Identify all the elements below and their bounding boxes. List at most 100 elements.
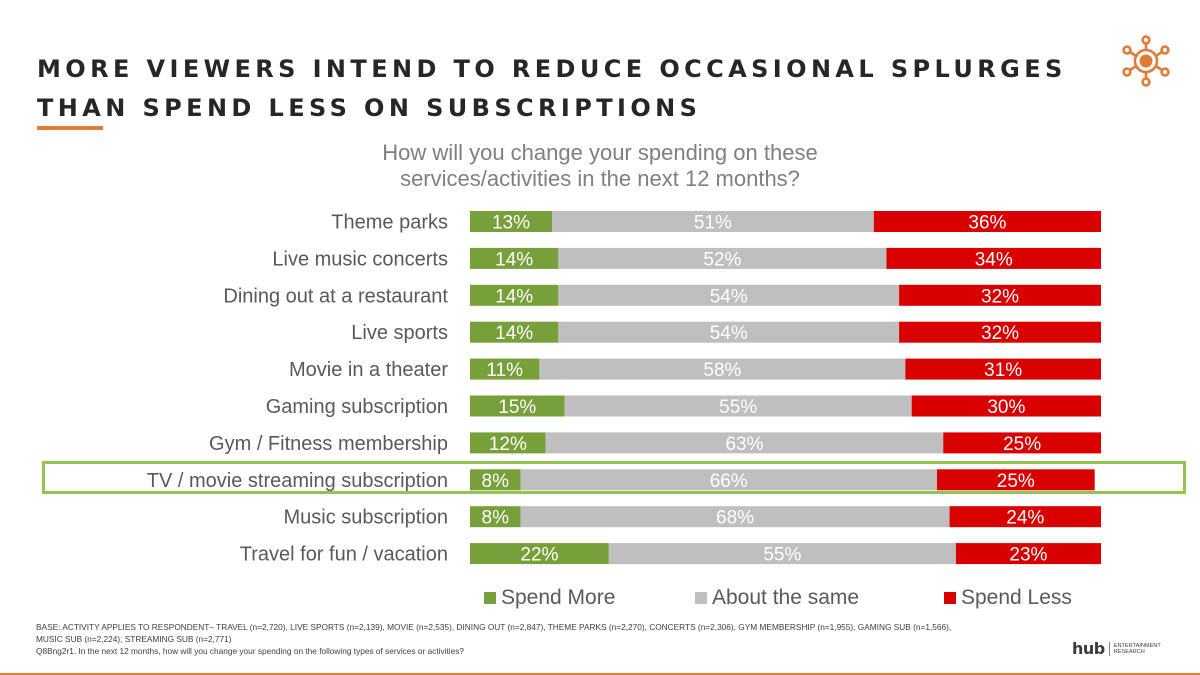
- bar-segment-spend-more: [470, 284, 559, 306]
- bar-row-live-sports: Live sports 14% 54% 32%: [351, 321, 1101, 344]
- category-label: TV / movie streaming subscription: [147, 470, 448, 492]
- data-label-spend-more: 15%: [498, 397, 536, 418]
- data-label-spend-less: 34%: [975, 249, 1013, 270]
- bar-segment-about-the-same: [545, 432, 944, 454]
- streaming-highlight-box: [42, 461, 1186, 494]
- bar-segment-about-the-same: [520, 469, 937, 491]
- bar-segment-spend-less: [899, 284, 1101, 306]
- base-note-line-2: MUSIC SUB (n=2,224), STREAMING SUB (n=2,…: [36, 634, 232, 644]
- category-label: Music subscription: [283, 507, 448, 529]
- slide-title: MORE VIEWERS INTEND TO REDUCE OCCASIONAL…: [37, 50, 1067, 128]
- bar-segment-spend-less: [899, 321, 1101, 343]
- data-label-about-the-same: 66%: [710, 471, 748, 492]
- hub-logo-sub-2: RESEARCH: [1113, 648, 1145, 655]
- bar-segment-spend-more: [470, 395, 565, 417]
- footnote: BASE: ACTIVITY APPLIES TO RESPONDENT– TR…: [36, 621, 1146, 657]
- data-label-spend-less: 25%: [1003, 434, 1041, 455]
- hub-logo-divider: [1108, 641, 1110, 656]
- data-label-spend-less: 32%: [981, 286, 1019, 307]
- bar-segment-spend-less: [886, 247, 1101, 269]
- bar-row-music-subscription: Music subscription 8% 68% 24%: [283, 506, 1101, 529]
- data-label-spend-less: 30%: [987, 397, 1025, 418]
- bar-row-gym-fitness-membership: Gym / Fitness membership 12% 63% 25%: [209, 432, 1101, 455]
- data-label-spend-more: 14%: [495, 249, 533, 270]
- data-label-spend-less: 32%: [981, 323, 1019, 344]
- data-label-spend-more: 8%: [482, 508, 510, 529]
- bottom-rule: [0, 673, 1200, 675]
- bar-row-travel-for-fun-vacation: Travel for fun / vacation 22% 55% 23%: [240, 543, 1101, 566]
- bar-segment-spend-more: [470, 432, 546, 454]
- bar-segment-spend-more: [470, 211, 553, 232]
- bar-segment-spend-more: [470, 506, 521, 528]
- stacked-bar-chart: Theme parks 13% 51% 36% Live music concerts 1…: [147, 211, 1101, 566]
- category-label: Travel for fun / vacation: [240, 544, 448, 566]
- category-label: Live sports: [351, 322, 448, 344]
- bar-segment-spend-less: [943, 432, 1101, 454]
- bar-segment-spend-less: [905, 358, 1101, 380]
- data-label-spend-more: 12%: [489, 434, 527, 455]
- legend-swatch-spend-more: [484, 592, 496, 604]
- data-label-about-the-same: 68%: [716, 508, 754, 529]
- title-line-2: THAN SPEND LESS ON SUBSCRIPTIONS: [37, 94, 702, 122]
- bar-segment-spend-more: [470, 247, 559, 269]
- data-label-spend-less: 25%: [997, 471, 1035, 492]
- data-label-spend-more: 14%: [495, 323, 533, 344]
- bar-segment-about-the-same: [558, 247, 887, 269]
- bar-row-dining-out-at-a-restaurant: Dining out at a restaurant 14% 54% 32%: [223, 284, 1101, 307]
- data-label-about-the-same: 54%: [710, 323, 748, 344]
- hub-logo-sub-1: ENTERTAINMENT: [1113, 642, 1161, 649]
- legend-label: About the same: [712, 586, 860, 609]
- bar-row-tv-movie-streaming-subscription: TV / movie streaming subscription 8% 66% 25…: [147, 469, 1095, 492]
- bar-row-theme-parks: Theme parks 13% 51% 36%: [331, 211, 1101, 234]
- title-line-1: MORE VIEWERS INTEND TO REDUCE OCCASIONAL…: [37, 55, 1067, 83]
- legend-item-spend-less: Spend Less: [944, 586, 1072, 610]
- bar-segment-about-the-same: [608, 543, 956, 565]
- data-label-spend-less: 23%: [1009, 545, 1047, 566]
- title-underline: [37, 126, 103, 130]
- bar-segment-about-the-same: [558, 321, 900, 343]
- data-label-about-the-same: 55%: [719, 397, 757, 418]
- legend-label: Spend Less: [961, 586, 1072, 609]
- data-label-about-the-same: 63%: [725, 434, 763, 455]
- legend-swatch-spend-less: [944, 592, 956, 604]
- data-label-spend-more: 8%: [482, 471, 510, 492]
- chart-subtitle: How will you change your spending on the…: [250, 140, 950, 192]
- data-label-spend-less: 31%: [984, 360, 1022, 381]
- bar-segment-spend-more: [470, 543, 609, 565]
- legend-item-about-same: About the same: [695, 586, 859, 610]
- bar-row-gaming-subscription: Gaming subscription 15% 55% 30%: [266, 395, 1101, 418]
- data-label-about-the-same: 54%: [710, 286, 748, 307]
- bar-segment-about-the-same: [564, 395, 912, 417]
- data-label-spend-more: 11%: [486, 360, 523, 381]
- bar-segment-spend-more: [470, 321, 559, 343]
- base-note-line-1: BASE: ACTIVITY APPLIES TO RESPONDENT– TR…: [36, 622, 952, 632]
- bar-segment-spend-less: [911, 395, 1101, 417]
- category-label: Movie in a theater: [289, 359, 448, 381]
- bar-segment-about-the-same: [520, 506, 950, 528]
- bar-segment-about-the-same: [558, 284, 900, 306]
- data-label-about-the-same: 52%: [703, 249, 741, 270]
- data-label-about-the-same: 58%: [703, 360, 741, 381]
- legend-label: Spend More: [501, 586, 616, 609]
- category-label: Theme parks: [331, 212, 448, 234]
- category-label: Gym / Fitness membership: [209, 433, 448, 455]
- hub-logo: hub ENTERTAINMENT RESEARCH: [1072, 639, 1161, 658]
- bar-segment-about-the-same: [539, 358, 906, 380]
- category-label: Live music concerts: [272, 248, 448, 270]
- data-label-spend-more: 13%: [492, 213, 530, 234]
- hub-logo-subtitle: ENTERTAINMENT RESEARCH: [1114, 643, 1161, 655]
- subtitle-line-1: How will you change your spending on the…: [382, 140, 818, 165]
- bar-segment-spend-less: [873, 211, 1101, 232]
- data-label-spend-less: 24%: [1006, 508, 1044, 529]
- data-label-about-the-same: 51%: [694, 213, 732, 234]
- bar-segment-spend-less: [936, 469, 1095, 491]
- bar-segment-spend-less: [949, 506, 1101, 528]
- data-label-about-the-same: 55%: [763, 545, 801, 566]
- category-label: Dining out at a restaurant: [223, 285, 448, 307]
- data-label-spend-more: 14%: [495, 286, 533, 307]
- bar-row-live-music-concerts: Live music concerts 14% 52% 34%: [272, 247, 1101, 270]
- question-note: Q8Bng2r1. In the next 12 months, how wil…: [36, 646, 464, 656]
- bar-row-movie-in-a-theater: Movie in a theater 11% 58% 31%: [289, 358, 1101, 381]
- bar-segment-spend-less: [955, 543, 1101, 565]
- legend-swatch-about-same: [695, 592, 707, 604]
